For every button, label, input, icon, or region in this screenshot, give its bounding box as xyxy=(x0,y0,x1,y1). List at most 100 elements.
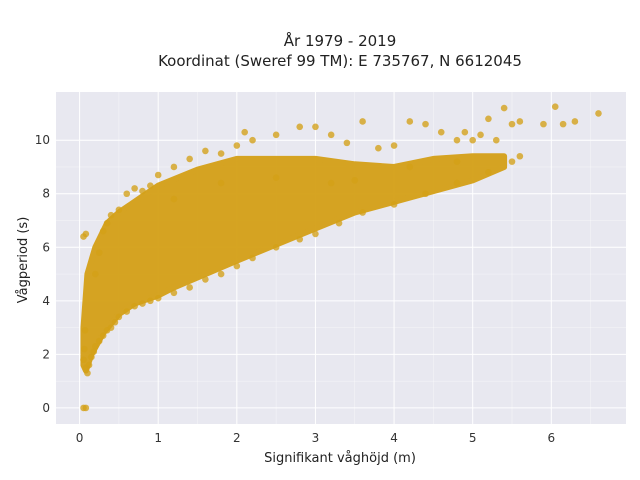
y-tick-label: 8 xyxy=(42,187,50,201)
scatter-point xyxy=(186,284,193,291)
scatter-point xyxy=(312,123,319,131)
scatter-point xyxy=(272,174,280,181)
y-tick-label: 6 xyxy=(42,240,50,254)
scatter-point xyxy=(249,254,256,262)
scatter-point xyxy=(92,343,99,350)
scatter-point xyxy=(249,136,256,144)
x-tick-label: 2 xyxy=(233,431,241,445)
scatter-point xyxy=(296,123,304,131)
scatter-point xyxy=(359,209,366,216)
scatter-point xyxy=(80,356,87,364)
scatter-point xyxy=(508,120,516,128)
x-tick-label: 0 xyxy=(76,431,84,445)
scatter-point xyxy=(453,179,461,187)
scatter-point xyxy=(107,324,115,331)
scatter-point xyxy=(469,136,476,144)
scatter-point xyxy=(217,179,225,187)
scatter-point xyxy=(406,163,414,171)
scatter-point xyxy=(81,345,88,353)
scatter-point xyxy=(422,190,429,198)
scatter-point xyxy=(217,150,225,157)
scatter-point xyxy=(139,300,146,307)
scatter-point xyxy=(559,120,567,128)
scatter-point xyxy=(147,297,154,305)
scatter-point xyxy=(272,243,280,251)
scatter-point xyxy=(202,276,209,283)
scatter-point xyxy=(95,249,103,256)
scatter-point xyxy=(99,227,107,235)
x-tick-label: 5 xyxy=(469,431,477,445)
scatter-point xyxy=(453,136,461,144)
chart-title-line-2: Koordinat (Sweref 99 TM): E 735767, N 66… xyxy=(158,52,522,70)
scatter-point xyxy=(95,337,103,345)
y-tick-label: 4 xyxy=(42,294,50,308)
scatter-point xyxy=(131,185,138,192)
scatter-point xyxy=(571,118,579,125)
scatter-point xyxy=(111,318,119,326)
x-axis-ticks: 0 1 2 3 4 5 6 xyxy=(76,431,555,445)
scatter-point xyxy=(595,110,602,117)
x-axis-label: Signifikant våghöjd (m) xyxy=(264,451,416,466)
scatter-point xyxy=(351,177,359,184)
scatter-point xyxy=(390,201,398,208)
scatter-point xyxy=(103,219,111,227)
scatter-point xyxy=(492,136,500,144)
scatter-points xyxy=(80,103,602,412)
scatter-point xyxy=(147,182,154,190)
scatter-point xyxy=(82,404,90,412)
scatter-point xyxy=(241,128,248,136)
scatter-point xyxy=(390,142,398,149)
scatter-point xyxy=(540,120,547,128)
scatter-point xyxy=(312,230,319,238)
scatter-point xyxy=(107,211,115,219)
x-tick-label: 1 xyxy=(154,431,162,445)
scatter-point xyxy=(453,158,461,165)
scatter-point xyxy=(461,128,469,136)
scatter-point xyxy=(327,179,335,187)
scatter-point xyxy=(88,353,95,361)
y-tick-label: 10 xyxy=(35,133,50,147)
scatter-point xyxy=(516,152,524,160)
y-axis-ticks: 0 2 4 6 8 10 xyxy=(35,133,50,415)
y-axis-label: Vågperiod (s) xyxy=(16,217,31,304)
scatter-point xyxy=(154,171,162,179)
scatter-point xyxy=(406,118,414,125)
chart-title-line-1: År 1979 - 2019 xyxy=(284,31,397,50)
y-tick-label: 2 xyxy=(42,347,50,361)
x-tick-label: 4 xyxy=(390,431,398,445)
scatter-point xyxy=(335,219,343,227)
scatter-point xyxy=(90,348,98,356)
scatter-point xyxy=(500,104,508,112)
y-tick-label: 0 xyxy=(42,401,50,415)
scatter-point xyxy=(296,235,304,243)
scatter-point xyxy=(233,142,241,149)
scatter-point xyxy=(81,326,89,334)
scatter-point xyxy=(154,294,162,302)
scatter-point xyxy=(233,262,241,270)
scatter-point xyxy=(123,190,131,198)
scatter-point xyxy=(508,158,516,165)
scatter-point xyxy=(375,144,382,152)
scatter-point xyxy=(202,147,209,155)
scatter-point xyxy=(170,163,178,171)
scatter-point xyxy=(99,332,107,339)
scatter-point xyxy=(327,131,335,139)
scatter-point xyxy=(516,118,524,125)
scatter-point xyxy=(115,313,123,321)
scatter-point xyxy=(139,187,146,195)
scatter-point xyxy=(217,270,225,278)
scatter-point xyxy=(422,120,429,128)
scatter-point xyxy=(485,115,492,123)
scatter-point xyxy=(485,169,492,176)
scatter-point xyxy=(115,206,123,214)
scatter-point xyxy=(131,302,138,310)
scatter-point xyxy=(343,139,351,147)
scatter-point xyxy=(437,128,445,136)
scatter-point xyxy=(477,131,484,139)
scatter-point xyxy=(92,270,99,278)
scatter-point xyxy=(272,131,280,139)
x-tick-label: 3 xyxy=(312,431,320,445)
scatter-point xyxy=(359,118,366,125)
